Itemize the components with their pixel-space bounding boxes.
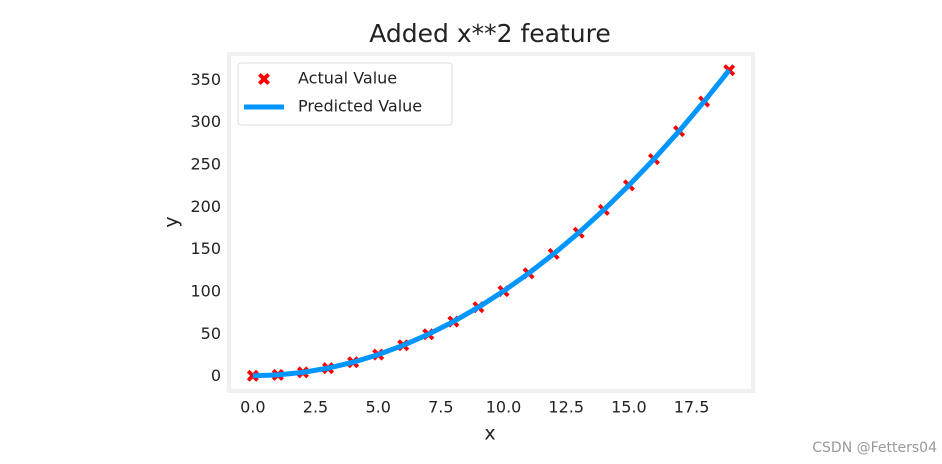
y-axis-label: y (161, 216, 183, 227)
chart-title: Added x**2 feature (369, 19, 611, 48)
legend-box (237, 62, 453, 126)
x-tick-label: 7.5 (428, 398, 453, 417)
legend-label: Predicted Value (298, 97, 422, 116)
legend-marker (258, 73, 270, 85)
y-tick-label: 250 (190, 155, 221, 174)
y-tick-label: 350 (190, 70, 221, 89)
y-tick-label: 50 (201, 324, 221, 343)
x-tick-label: 10.0 (486, 398, 522, 417)
x-tick-label: 12.5 (548, 398, 584, 417)
y-tick-label: 100 (190, 281, 221, 300)
data-line (252, 68, 732, 379)
x-axis-label: x (484, 423, 495, 445)
x-tick-label: 15.0 (611, 398, 647, 417)
x-tick-label: 0.0 (240, 398, 265, 417)
y-tick-label: 300 (190, 112, 221, 131)
y-tick-label: 0 (211, 366, 221, 385)
watermark: CSDN @Fetters04 (812, 440, 937, 456)
x-tick-label: 17.5 (674, 398, 710, 417)
x-tick-label: 2.5 (303, 398, 328, 417)
x-tick-label: 5.0 (365, 398, 390, 417)
y-tick-label: 150 (190, 239, 221, 258)
y-tick-label: 200 (190, 197, 221, 216)
legend-label: Actual Value (298, 69, 397, 88)
